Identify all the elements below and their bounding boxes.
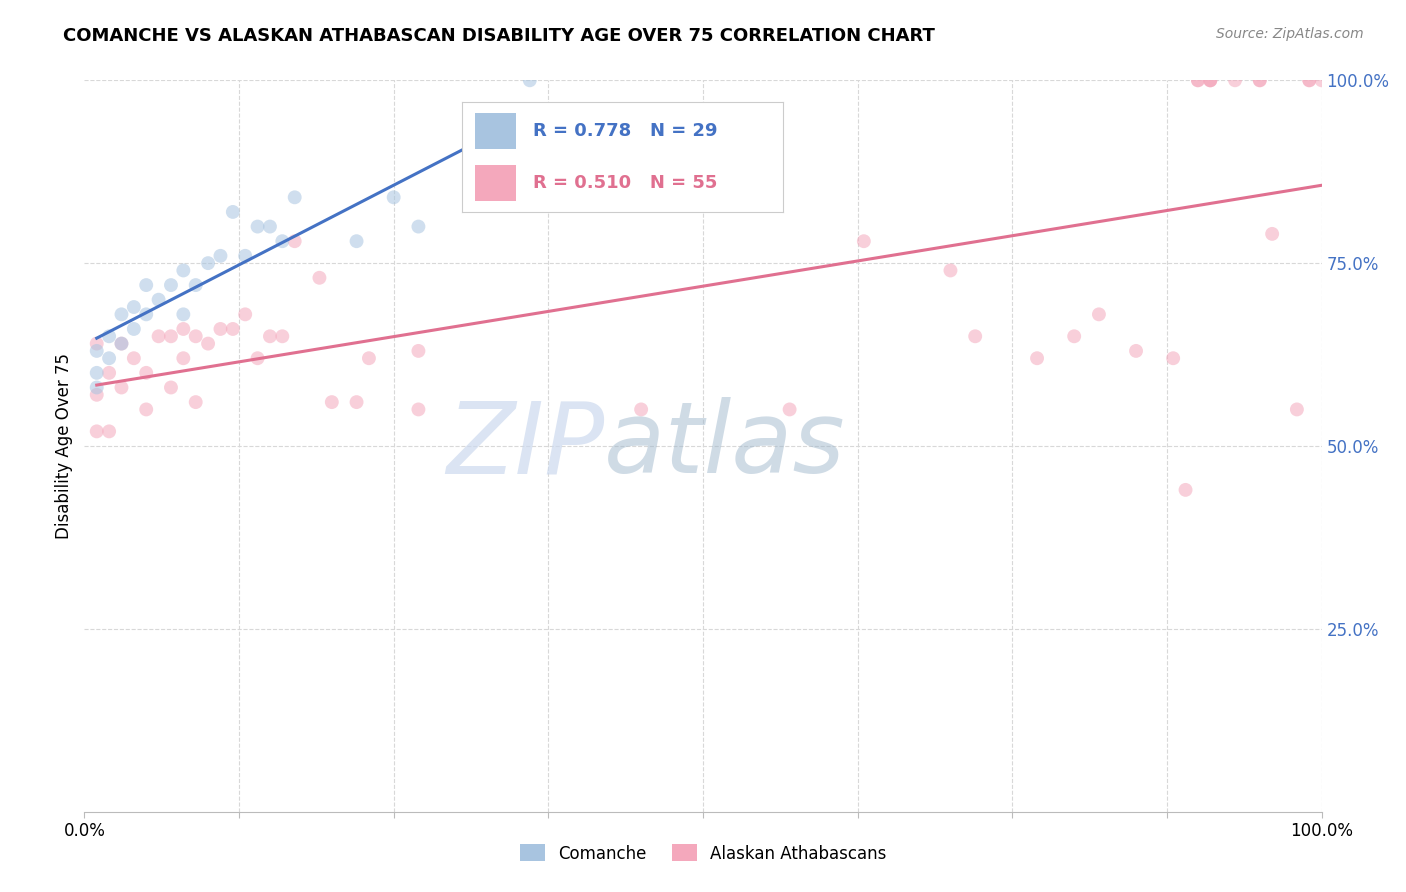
Point (135, 402, 157, 417)
Point (98, 425, 121, 439)
Point (184, 395, 207, 409)
Point (1161, 351, 1184, 366)
Point (1310, 73, 1333, 87)
Y-axis label: Disability Age Over 75: Disability Age Over 75 (55, 353, 73, 539)
Point (172, 307, 194, 321)
Point (965, 329, 987, 343)
Point (259, 329, 281, 343)
Point (1199, 73, 1222, 87)
Point (209, 322, 232, 336)
Point (1063, 329, 1085, 343)
Point (1088, 307, 1111, 321)
Point (184, 329, 207, 343)
Point (1298, 73, 1320, 87)
Point (246, 351, 269, 366)
Point (197, 336, 219, 351)
Point (1026, 351, 1049, 366)
Point (148, 293, 170, 307)
Point (172, 322, 194, 336)
Point (148, 329, 170, 343)
Point (98, 366, 121, 380)
Point (98, 329, 121, 343)
Point (408, 219, 430, 234)
Point (408, 402, 430, 417)
Point (122, 322, 145, 336)
Text: Source: ZipAtlas.com: Source: ZipAtlas.com (1216, 27, 1364, 41)
Point (246, 219, 269, 234)
Point (86, 425, 108, 439)
Point (852, 234, 875, 248)
Point (160, 380, 183, 394)
Point (1261, 227, 1284, 241)
Point (197, 256, 219, 270)
Point (86, 388, 108, 402)
Point (233, 307, 256, 321)
Text: ZIP: ZIP (446, 398, 605, 494)
Text: atlas: atlas (605, 398, 845, 494)
Point (86, 336, 108, 351)
Point (357, 351, 380, 366)
Point (135, 307, 157, 321)
Point (1249, 73, 1271, 87)
Point (308, 270, 330, 285)
Point (233, 249, 256, 263)
Point (209, 249, 232, 263)
Point (519, 73, 541, 87)
Point (382, 190, 405, 204)
Point (110, 336, 132, 351)
Point (122, 351, 145, 366)
Point (98, 351, 121, 366)
Point (110, 380, 132, 394)
Point (271, 234, 294, 248)
Point (1249, 73, 1271, 87)
Point (160, 329, 183, 343)
Point (86, 343, 108, 358)
Point (110, 336, 132, 351)
Point (346, 234, 368, 248)
Point (110, 307, 132, 321)
Point (172, 263, 194, 277)
Point (86, 366, 108, 380)
Point (1125, 343, 1147, 358)
Point (184, 278, 207, 293)
Legend: Comanche, Alaskan Athabascans: Comanche, Alaskan Athabascans (513, 838, 893, 869)
Point (86, 380, 108, 394)
Point (1187, 73, 1209, 87)
Point (408, 343, 430, 358)
Point (1174, 483, 1197, 497)
Point (346, 395, 368, 409)
Point (122, 300, 145, 314)
Point (160, 278, 183, 293)
Point (1285, 402, 1308, 417)
Point (779, 402, 801, 417)
Point (135, 278, 157, 293)
Point (1298, 73, 1320, 87)
Point (284, 190, 307, 204)
Point (1199, 73, 1222, 87)
Point (321, 395, 343, 409)
Point (172, 351, 194, 366)
Point (284, 234, 307, 248)
Point (939, 263, 962, 277)
Point (222, 322, 245, 336)
Point (1187, 73, 1209, 87)
Point (259, 219, 281, 234)
Text: COMANCHE VS ALASKAN ATHABASCAN DISABILITY AGE OVER 75 CORRELATION CHART: COMANCHE VS ALASKAN ATHABASCAN DISABILIT… (63, 27, 935, 45)
Point (1199, 73, 1222, 87)
Point (630, 402, 652, 417)
Point (1223, 73, 1246, 87)
Point (222, 205, 245, 219)
Point (271, 329, 294, 343)
Point (135, 366, 157, 380)
Point (494, 161, 516, 175)
